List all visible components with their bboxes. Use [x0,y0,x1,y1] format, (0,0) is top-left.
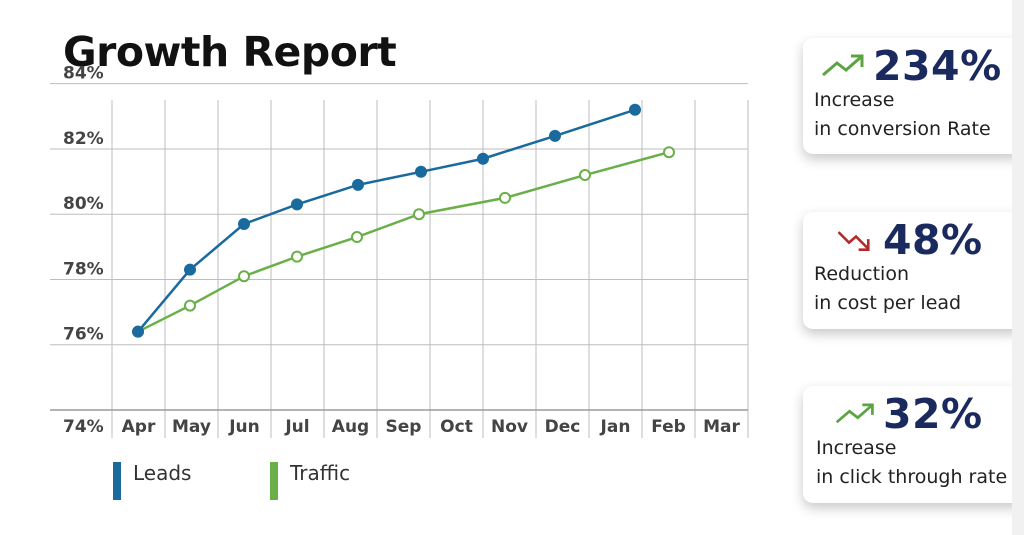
stat-value: 234% [873,42,1002,90]
x-tick-label: Oct [440,417,473,437]
data-point-traffic [184,299,196,312]
legend-item-traffic: Traffic [270,462,350,500]
y-tick-label: 82% [63,129,104,149]
legend-label-traffic: Traffic [290,461,351,485]
stat-label: Increase [814,89,895,111]
stat-description: in cost per lead [814,292,962,314]
stat-card-cost: 48% Reduction in cost per lead [803,212,1023,329]
x-tick-label: Jun [228,417,260,437]
trend-up-icon [822,54,864,77]
chart-grid [50,83,749,438]
data-point-traffic [663,146,675,159]
x-tick-label: Aug [332,417,369,437]
x-tick-label: Apr [122,417,156,437]
stat-label: Reduction [814,263,909,285]
legend-swatch-traffic [270,462,278,500]
data-point-leads [238,218,250,230]
data-point-traffic [238,270,250,283]
series-points [132,103,675,338]
x-tick-label: Mar [703,417,740,437]
data-point-traffic [291,250,303,263]
data-point-leads [352,178,364,191]
y-tick-label: 84% [63,64,104,84]
stat-description: in conversion Rate [814,118,991,140]
stat-value: 48% [883,216,983,264]
trend-down-icon [837,231,870,251]
series-line-leads [137,108,636,333]
x-tick-label: Sep [386,417,422,437]
y-tick-label: 74% [63,417,104,437]
stat-card-conversion: 234% Increase in conversion Rate [803,38,1023,154]
legend-swatch-leads [113,462,121,500]
stat-description: in click through rate [816,466,1008,488]
x-axis-ticks: Apr May Jun Jul Aug Sep Oct Nov Dec Jan Feb Mar [122,417,741,437]
data-point-leads [132,325,144,338]
x-tick-label: Jan [600,417,631,437]
page-title: Growth Report [63,28,397,76]
stat-label: Increase [816,437,897,459]
data-point-leads [549,129,561,142]
x-tick-label: Jul [284,417,309,437]
data-point-leads [291,198,303,211]
data-point-leads [184,263,196,276]
data-point-traffic [499,191,511,204]
y-tick-label: 80% [63,194,104,214]
stat-value: 32% [883,390,983,438]
line-chart: 84% 82% 80% 78% 76% 74% Apr May Jun Jul Aug Sep Oct… [50,64,749,438]
data-point-traffic [579,169,591,182]
data-point-leads [629,103,641,116]
x-tick-label: Feb [651,417,686,437]
data-point-traffic [413,208,425,221]
legend-label-leads: Leads [133,461,192,485]
x-tick-label: Dec [545,417,581,437]
y-tick-label: 78% [63,259,104,279]
y-tick-label: 76% [63,325,104,345]
x-tick-label: May [172,417,211,437]
trend-up-icon [835,403,874,424]
y-axis-ticks: 84% 82% 80% 78% 76% 74% [63,64,104,437]
data-point-leads [477,152,489,165]
legend-item-leads: Leads [113,462,191,500]
stat-card-click-through: 32% Increase in click through rate [803,386,1023,503]
page-edge [1012,0,1024,535]
data-point-leads [415,165,427,178]
x-tick-label: Nov [491,417,528,437]
data-point-traffic [351,231,363,244]
